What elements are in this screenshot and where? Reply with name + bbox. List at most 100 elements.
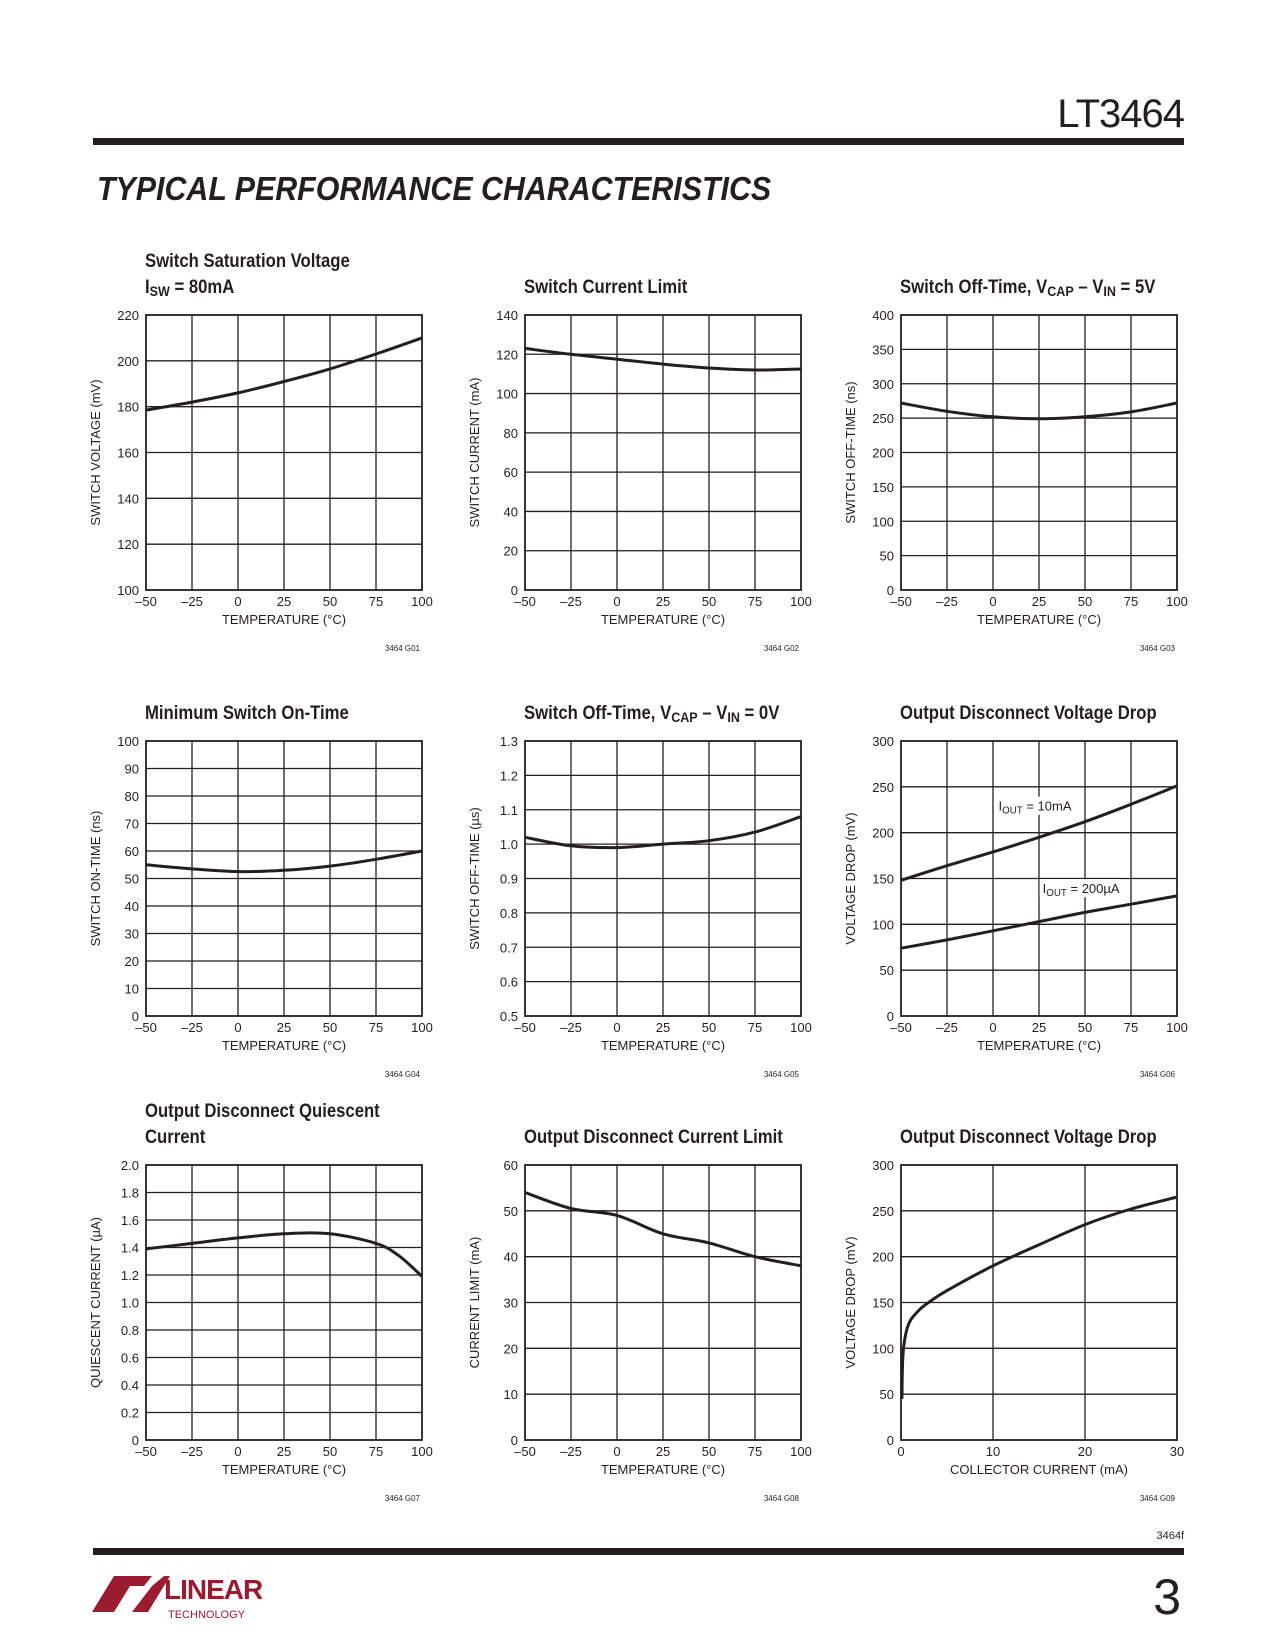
x-tick-label: 20 — [1078, 1444, 1092, 1459]
y-tick-label: 250 — [872, 780, 894, 795]
y-tick-label: 2.0 — [121, 1158, 139, 1173]
y-axis-label: SWITCH OFF-TIME (ns) — [843, 381, 858, 523]
series-line — [900, 401, 1178, 421]
chart-title: Switch Saturation Voltage — [145, 250, 350, 271]
y-axis-label: VOLTAGE DROP (mV) — [843, 812, 858, 944]
x-tick-label: 100 — [411, 1020, 433, 1035]
plot-frame — [524, 1164, 802, 1441]
subscript: OUT — [1046, 888, 1067, 899]
y-tick-label: 350 — [872, 342, 894, 357]
y-tick-label: 0.6 — [500, 975, 518, 990]
y-tick-label: 150 — [872, 872, 894, 887]
y-axis-label: CURRENT LIMIT (mA) — [467, 1237, 482, 1369]
chart-title: Switch Current Limit — [524, 276, 687, 297]
chart-6: Output Disconnect Voltage Drop –50 –25 0 25 5… — [843, 702, 1188, 1079]
x-tick-label: 0 — [989, 1020, 996, 1035]
series-line — [524, 346, 802, 372]
text-segment: Switch Off-Time, V — [900, 276, 1047, 297]
x-tick-label: –25 — [560, 594, 582, 609]
x-tick-label: 25 — [277, 1444, 291, 1459]
x-tick-label: –50 — [135, 1444, 157, 1459]
y-tick-label: 1.1 — [500, 803, 518, 818]
x-tick-label: 50 — [702, 1444, 716, 1459]
y-tick-label: 300 — [872, 734, 894, 749]
text-segment: Output Disconnect Voltage Drop — [900, 702, 1157, 723]
x-tick-label: 0 — [234, 1020, 241, 1035]
chart-title: Switch Off-Time, VCAP – VIN = 5V — [900, 276, 1155, 300]
series-line — [145, 1231, 424, 1278]
x-tick-label: 50 — [1078, 594, 1092, 609]
y-tick-label: 250 — [872, 411, 894, 426]
y-tick-label: 1.0 — [121, 1296, 139, 1311]
x-tick-label: 25 — [1032, 594, 1046, 609]
text-segment: Switch Current Limit — [524, 276, 687, 297]
series-line — [900, 1195, 1178, 1399]
figure-id: 3464 G03 — [1140, 644, 1176, 653]
y-tick-label: 0 — [887, 583, 894, 598]
y-tick-label: 0.8 — [121, 1323, 139, 1338]
text-segment: = 5V — [1116, 276, 1156, 297]
x-axis-label: TEMPERATURE (°C) — [222, 1462, 346, 1477]
x-tick-label: 50 — [702, 594, 716, 609]
plot-frame — [145, 314, 423, 591]
x-tick-label: 25 — [1032, 1020, 1046, 1035]
y-tick-label: 140 — [496, 308, 518, 323]
chart-4: Minimum Switch On-Time –50 –25 0 25 50 75 100 0 1… — [88, 702, 433, 1079]
x-tick-label: 100 — [790, 594, 812, 609]
y-tick-label: 180 — [117, 400, 139, 415]
x-tick-label: 100 — [411, 594, 433, 609]
y-tick-label: 300 — [872, 1158, 894, 1173]
series-label: IOUT = 10mA — [999, 799, 1072, 817]
y-tick-label: 50 — [880, 549, 894, 564]
logo-text: LINEAR — [164, 1574, 262, 1605]
x-axis-label: TEMPERATURE (°C) — [977, 612, 1101, 627]
text-segment: I — [999, 799, 1003, 814]
x-tick-label: 0 — [234, 1444, 241, 1459]
y-tick-label: 0.4 — [121, 1378, 139, 1393]
y-tick-label: 10 — [504, 1387, 518, 1402]
x-tick-label: –50 — [514, 594, 536, 609]
x-tick-label: –50 — [135, 1020, 157, 1035]
x-tick-label: –50 — [890, 594, 912, 609]
x-tick-label: 50 — [323, 1444, 337, 1459]
y-tick-label: 0.2 — [121, 1406, 139, 1421]
x-tick-label: 25 — [656, 1020, 670, 1035]
y-tick-label: 30 — [125, 927, 139, 942]
y-tick-label: 0 — [887, 1433, 894, 1448]
x-tick-label: 75 — [369, 1020, 383, 1035]
plot-frame — [145, 740, 423, 1017]
y-tick-label: 10 — [125, 982, 139, 997]
x-tick-label: 25 — [656, 1444, 670, 1459]
chart-7: Output Disconnect Quiescent Current –50 –25… — [88, 1100, 433, 1503]
y-tick-label: 220 — [117, 308, 139, 323]
y-tick-label: 140 — [117, 491, 139, 506]
y-tick-label: 100 — [872, 917, 894, 932]
y-tick-label: 1.0 — [500, 837, 518, 852]
subscript: SW — [150, 284, 170, 300]
subscript: CAP — [671, 710, 697, 726]
x-tick-label: 25 — [277, 1020, 291, 1035]
y-tick-label: 0 — [887, 1009, 894, 1024]
y-tick-label: 80 — [504, 426, 518, 441]
y-tick-label: 150 — [872, 480, 894, 495]
y-tick-label: 0 — [132, 1433, 139, 1448]
plot-frame — [145, 1164, 423, 1441]
y-tick-label: 200 — [872, 826, 894, 841]
y-tick-label: 0 — [132, 1009, 139, 1024]
text-segment: Output Disconnect Quiescent — [145, 1100, 380, 1121]
y-tick-label: 160 — [117, 446, 139, 461]
x-tick-label: 0 — [613, 1444, 620, 1459]
x-tick-label: –25 — [181, 1020, 203, 1035]
text-segment: = 80mA — [170, 276, 235, 297]
series-line — [145, 336, 423, 412]
y-tick-label: 400 — [872, 308, 894, 323]
text-segment: – V — [698, 702, 728, 723]
y-tick-label: 100 — [496, 387, 518, 402]
x-axis-label: TEMPERATURE (°C) — [601, 1462, 725, 1477]
chart-title: Output Disconnect Quiescent — [145, 1100, 380, 1121]
text-segment: I — [145, 276, 150, 297]
x-tick-label: 75 — [1124, 594, 1138, 609]
y-tick-label: 1.2 — [121, 1268, 139, 1283]
figure-id: 3464 G05 — [764, 1070, 800, 1079]
section-title: Typical Performance Characteristics — [97, 170, 772, 207]
